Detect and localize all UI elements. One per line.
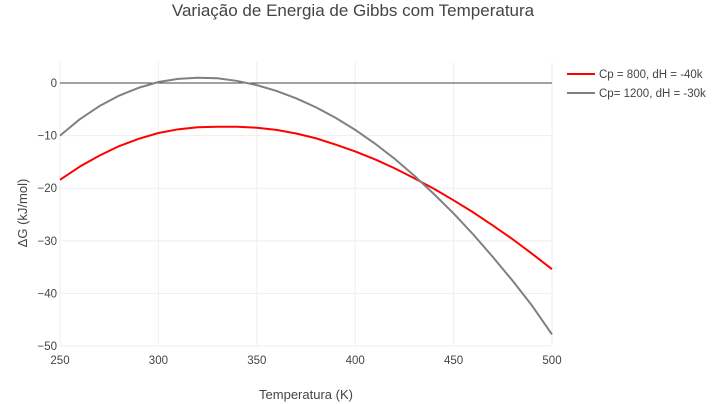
x-tick-label: 250 xyxy=(50,355,69,367)
x-tick-label: 400 xyxy=(346,355,365,367)
series-line-2 xyxy=(59,76,553,335)
y-tick-label: −40 xyxy=(37,288,57,300)
y-tick-label: 0 xyxy=(51,78,57,90)
legend-item-1[interactable]: Cp = 800, dH = -40k xyxy=(567,69,703,81)
y-axis-ticks: 0 −10 −20 −30 −40 −50 xyxy=(37,78,57,353)
series-line-1 xyxy=(59,125,553,271)
grid xyxy=(59,62,553,347)
y-tick-label: −30 xyxy=(37,236,57,248)
y-tick-label: −10 xyxy=(37,131,57,143)
x-tick-label: 350 xyxy=(247,355,266,367)
x-tick-label: 300 xyxy=(149,355,168,367)
x-tick-label: 450 xyxy=(444,355,463,367)
x-axis-ticks: 250 300 350 400 450 500 xyxy=(50,355,561,367)
y-tick-label: −50 xyxy=(37,341,57,353)
x-axis-title: Temperatura (K) xyxy=(259,387,353,402)
x-tick-label: 500 xyxy=(542,355,561,367)
legend-item-2[interactable]: Cp= 1200, dH = -30k xyxy=(567,88,706,100)
legend-label: Cp = 800, dH = -40k xyxy=(599,69,703,81)
y-tick-label: −20 xyxy=(37,183,57,195)
legend-label: Cp= 1200, dH = -30k xyxy=(599,88,706,100)
series-layer xyxy=(59,76,553,335)
y-axis-title: ΔG (kJ/mol) xyxy=(15,179,30,248)
chart-title: Variação de Energia de Gibbs com Tempera… xyxy=(172,1,535,20)
legend[interactable]: Cp = 800, dH = -40k Cp= 1200, dH = -30k xyxy=(567,69,706,100)
